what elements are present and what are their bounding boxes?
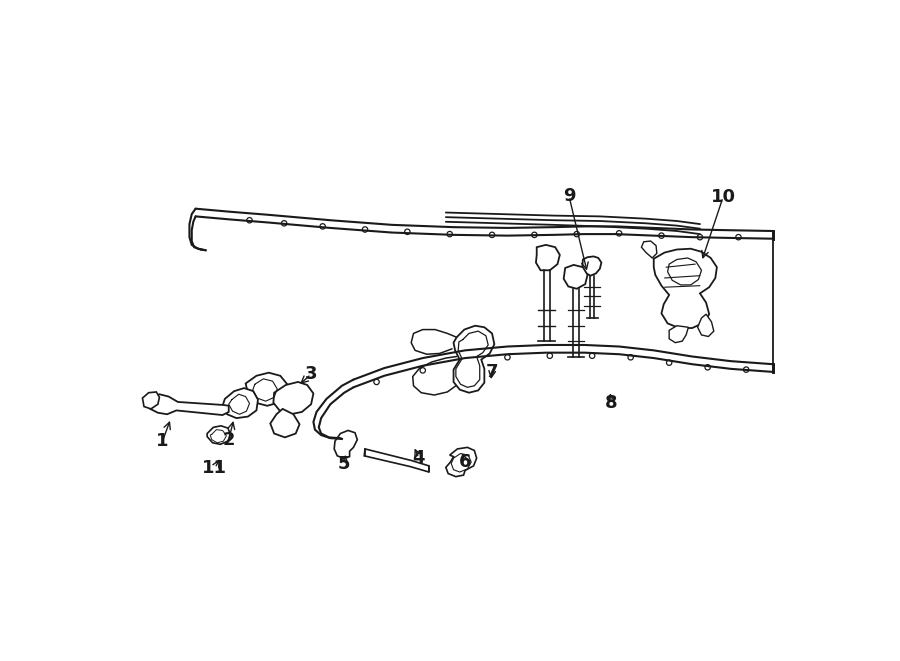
Polygon shape bbox=[536, 245, 560, 270]
Polygon shape bbox=[653, 249, 717, 328]
Text: 10: 10 bbox=[711, 188, 735, 206]
Text: 9: 9 bbox=[562, 187, 575, 206]
Text: 5: 5 bbox=[338, 455, 350, 473]
Polygon shape bbox=[563, 265, 588, 289]
Text: 1: 1 bbox=[157, 432, 168, 450]
Polygon shape bbox=[270, 409, 300, 438]
Polygon shape bbox=[642, 241, 657, 258]
Polygon shape bbox=[446, 447, 477, 477]
Polygon shape bbox=[669, 326, 689, 342]
Polygon shape bbox=[274, 382, 313, 414]
Polygon shape bbox=[668, 258, 701, 285]
Polygon shape bbox=[222, 388, 258, 418]
Polygon shape bbox=[454, 326, 494, 393]
Text: 11: 11 bbox=[202, 459, 228, 477]
Polygon shape bbox=[207, 426, 230, 444]
Polygon shape bbox=[334, 430, 357, 458]
Polygon shape bbox=[142, 392, 159, 409]
Polygon shape bbox=[582, 256, 601, 276]
Text: 4: 4 bbox=[412, 449, 425, 467]
Text: 6: 6 bbox=[459, 453, 472, 471]
Polygon shape bbox=[147, 394, 229, 415]
Text: 7: 7 bbox=[486, 363, 499, 381]
Polygon shape bbox=[246, 373, 287, 406]
Polygon shape bbox=[364, 449, 429, 472]
Text: 2: 2 bbox=[222, 431, 235, 449]
Polygon shape bbox=[698, 314, 714, 336]
Text: 8: 8 bbox=[605, 394, 617, 412]
Text: 3: 3 bbox=[305, 366, 318, 383]
